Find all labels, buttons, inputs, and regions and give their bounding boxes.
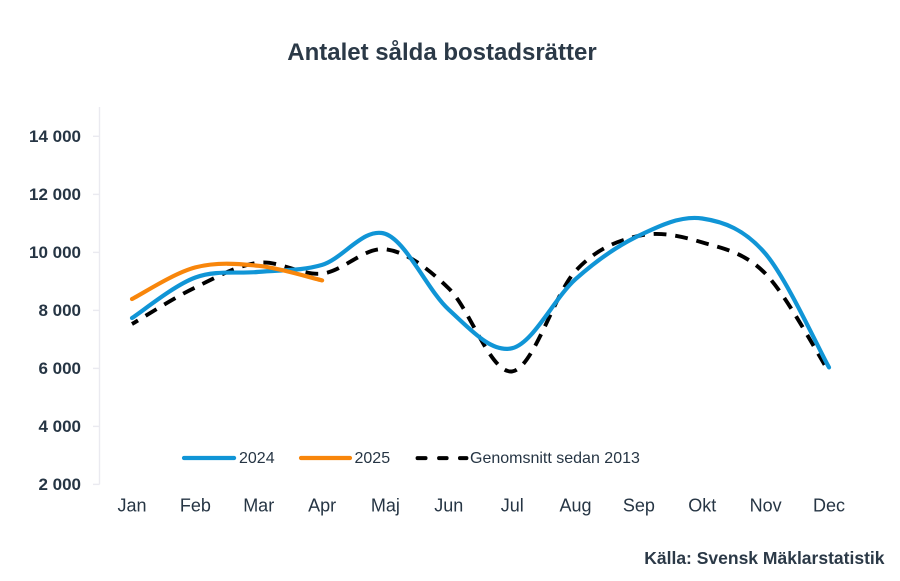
svg-text:Sep: Sep <box>623 496 655 516</box>
svg-text:Okt: Okt <box>688 496 716 516</box>
svg-text:2 000: 2 000 <box>38 475 81 494</box>
svg-text:Aug: Aug <box>559 496 591 516</box>
svg-text:10 000: 10 000 <box>29 243 81 262</box>
svg-text:6 000: 6 000 <box>38 359 81 378</box>
svg-text:Mar: Mar <box>243 496 274 516</box>
svg-text:Apr: Apr <box>308 496 336 516</box>
svg-text:2025: 2025 <box>355 450 391 467</box>
svg-text:Källa: Svensk Mäklarstatistik: Källa: Svensk Mäklarstatistik <box>644 548 885 568</box>
svg-text:2024: 2024 <box>239 450 275 467</box>
svg-text:Genomsnitt sedan 2013: Genomsnitt sedan 2013 <box>470 450 640 467</box>
svg-text:Jul: Jul <box>501 496 524 516</box>
svg-text:Maj: Maj <box>371 496 400 516</box>
svg-text:Nov: Nov <box>750 496 782 516</box>
svg-text:Jan: Jan <box>117 496 146 516</box>
svg-text:Antalet sålda bostadsrätter: Antalet sålda bostadsrätter <box>287 39 596 66</box>
svg-text:Jun: Jun <box>434 496 463 516</box>
svg-text:4 000: 4 000 <box>38 417 81 436</box>
svg-text:12 000: 12 000 <box>29 185 81 204</box>
svg-text:Feb: Feb <box>180 496 211 516</box>
svg-text:Dec: Dec <box>813 496 845 516</box>
svg-text:14 000: 14 000 <box>29 127 81 146</box>
svg-text:8 000: 8 000 <box>38 301 81 320</box>
